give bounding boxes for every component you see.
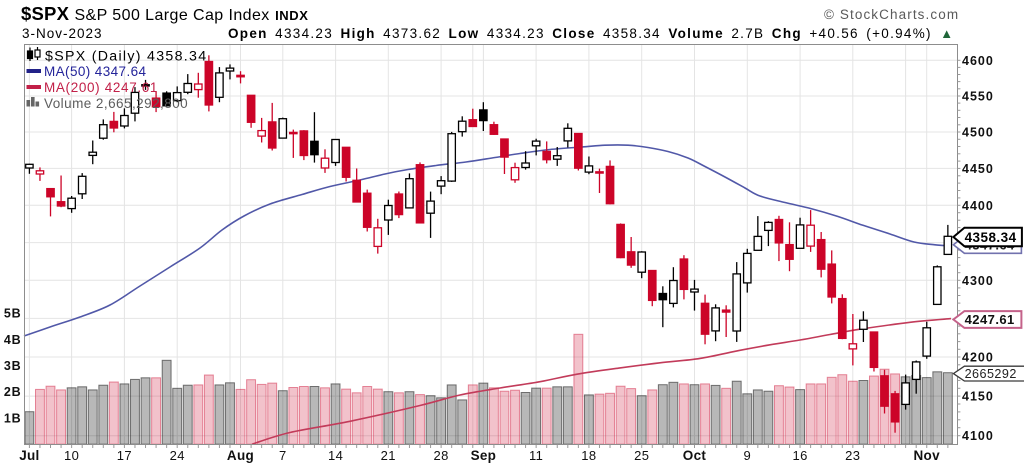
svg-text:9: 9 [743, 448, 751, 463]
svg-text:4550: 4550 [962, 90, 994, 104]
svg-text:16: 16 [792, 448, 807, 463]
svg-text:$SPX (Daily) 4358.34: $SPX (Daily) 4358.34 [45, 49, 207, 65]
svg-text:4500: 4500 [962, 126, 994, 140]
svg-text:7: 7 [279, 448, 287, 463]
svg-text:4150: 4150 [962, 390, 994, 404]
svg-text:2B: 2B [4, 385, 22, 399]
svg-text:17: 17 [117, 448, 132, 463]
svg-text:14: 14 [328, 448, 343, 463]
svg-text:4100: 4100 [962, 429, 994, 443]
svg-text:25: 25 [634, 448, 649, 463]
svg-text:Sep: Sep [471, 448, 497, 463]
svg-text:28: 28 [433, 448, 448, 463]
svg-text:23: 23 [845, 448, 860, 463]
svg-text:10: 10 [64, 448, 79, 463]
svg-text:Oct: Oct [683, 448, 707, 463]
svg-text:11: 11 [529, 448, 543, 463]
svg-text:5B: 5B [4, 307, 22, 321]
svg-text:18: 18 [581, 448, 596, 463]
svg-text:4600: 4600 [962, 54, 994, 68]
svg-text:MA(50) 4347.64: MA(50) 4347.64 [44, 64, 146, 79]
svg-text:Jul: Jul [19, 448, 39, 463]
svg-text:24: 24 [170, 448, 185, 463]
svg-text:3B: 3B [4, 359, 22, 373]
svg-text:Volume 2,665,292,800: Volume 2,665,292,800 [44, 96, 188, 111]
svg-text:4200: 4200 [962, 351, 994, 365]
svg-text:4300: 4300 [962, 274, 994, 288]
svg-text:2665292: 2665292 [965, 367, 1017, 381]
svg-text:21: 21 [381, 448, 396, 463]
svg-text:4450: 4450 [962, 162, 994, 176]
svg-text:MA(200) 4247.61: MA(200) 4247.61 [44, 80, 158, 95]
svg-text:4B: 4B [4, 333, 22, 347]
svg-text:4358.34: 4358.34 [965, 230, 1017, 245]
svg-text:4247.61: 4247.61 [965, 312, 1015, 327]
svg-text:1B: 1B [4, 412, 22, 426]
svg-text:4400: 4400 [962, 199, 994, 213]
svg-text:Aug: Aug [227, 448, 254, 463]
svg-text:Nov: Nov [913, 448, 940, 463]
